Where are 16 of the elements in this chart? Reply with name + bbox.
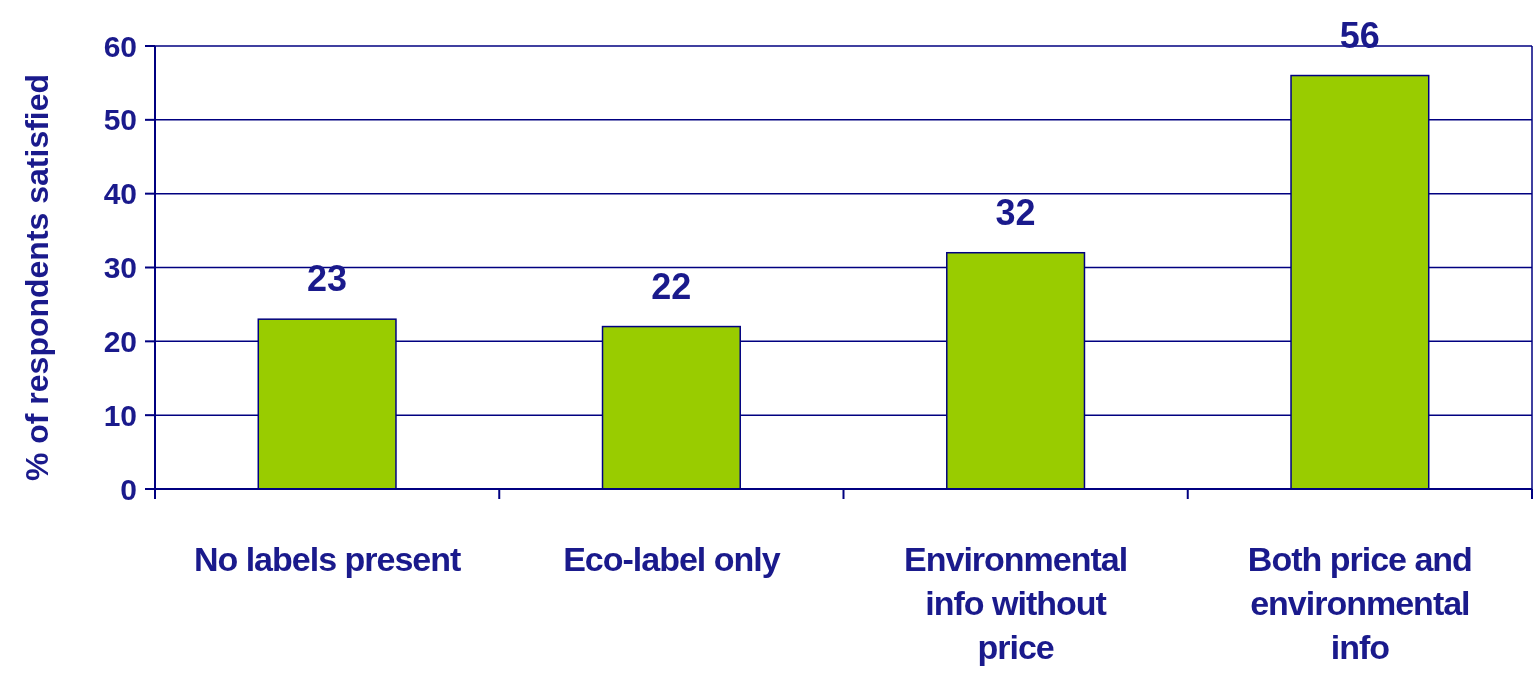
y-tick-label: 20 [103,324,137,358]
x-tick-label: No labels present [193,540,462,578]
data-label: 22 [651,265,692,307]
y-tick-label: 60 [103,29,137,63]
data-label: 56 [1339,14,1380,56]
y-tick-label: 50 [103,103,137,137]
y-tick-label: 30 [103,251,137,284]
x-tick-label: Environmental info without price [904,540,1128,666]
y-tick-label: 0 [120,472,137,506]
y-axis-title: % of respondents satisfied [19,73,55,482]
data-label: 23 [307,258,348,300]
y-tick-label: 40 [103,177,137,211]
x-tick-label: Both price and environmental info [1247,540,1472,666]
x-tick-label: Eco-label only [563,540,781,578]
y-tick-label: 10 [103,398,137,432]
data-label: 32 [995,191,1036,233]
